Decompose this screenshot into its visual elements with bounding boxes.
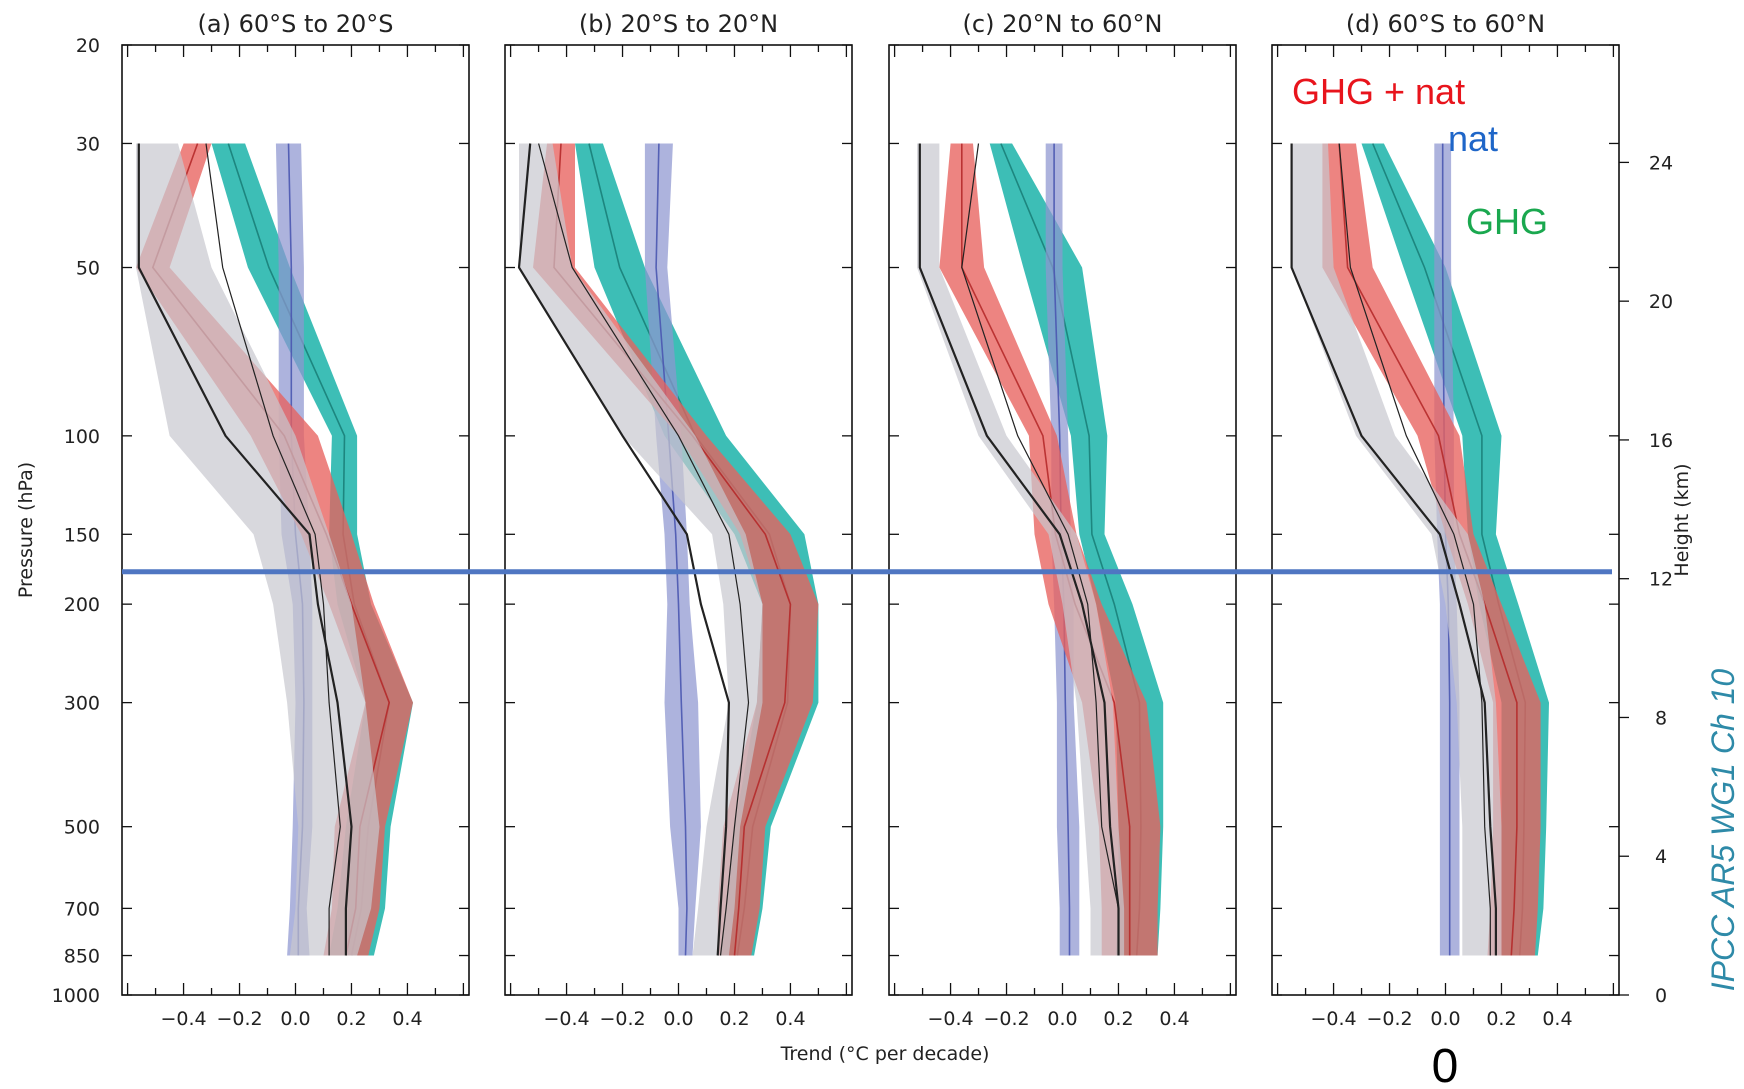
obs-line: [918, 143, 1120, 956]
x-tick-label: 0.0: [1430, 1008, 1460, 1030]
pressure-tick-label: 300: [64, 693, 100, 715]
x-tick-label: 0.0: [280, 1008, 310, 1030]
obs-line: [1338, 143, 1491, 956]
x-tick-label: −0.4: [1310, 1008, 1356, 1030]
height-tick-label: 4: [1655, 846, 1667, 868]
band-obs-range: [136, 143, 380, 956]
panels: (a) 60°S to 20°S −0.4 −0.2 0.0 0.2 0.4 20 30 50 1…: [52, 10, 1673, 1030]
pressure-tick-label: 20: [76, 35, 100, 57]
band-nat: [644, 143, 701, 956]
obs-line: [1290, 143, 1498, 956]
obs-line: [137, 143, 353, 956]
legend-ghg-nat: GHG + nat: [1292, 71, 1465, 112]
x-axis-label: Trend (°C per decade): [780, 1043, 990, 1065]
pressure-tick-label: 850: [64, 946, 100, 968]
pressure-tick-label: 150: [64, 524, 100, 546]
panel-title: (b) 20°S to 20°N: [579, 10, 778, 38]
pressure-tick-label: 50: [76, 258, 100, 280]
x-tick-label: 0.4: [775, 1008, 805, 1030]
panel-title: (c) 20°N to 60°N: [963, 10, 1163, 38]
band-obs-range: [917, 143, 1125, 956]
plot-area: [1290, 143, 1549, 956]
x-tick-label: 0.0: [1047, 1008, 1077, 1030]
x-tick-label: 0.4: [392, 1008, 422, 1030]
height-tick-label: 8: [1655, 707, 1667, 729]
height-tick-label: 12: [1649, 569, 1673, 591]
x-tick-label: 0.2: [1103, 1008, 1133, 1030]
pressure-tick-label: 100: [64, 426, 100, 448]
x-tick-label: 0.0: [663, 1008, 693, 1030]
x-tick-label: 0.2: [336, 1008, 366, 1030]
plot-area: [136, 143, 413, 956]
obs-line: [961, 143, 1120, 956]
x-tick-label: −0.4: [927, 1008, 973, 1030]
zero-marker: 0: [1432, 1040, 1459, 1089]
x-tick-label: −0.4: [160, 1008, 206, 1030]
credit-text: IPCC AR5 WG1 Ch 10: [1705, 669, 1741, 992]
plot-area: [917, 143, 1164, 956]
pressure-tick-label: 1000: [52, 985, 100, 1007]
mean-line-nat: [655, 143, 688, 956]
panel-title: (a) 60°S to 20°S: [198, 10, 394, 38]
obs-line: [538, 143, 750, 956]
panel-c: (c) 20°N to 60°N −0.4 −0.2 0.0 0.2 0.4: [888, 10, 1237, 1030]
height-tick-label: 20: [1649, 291, 1673, 313]
x-tick-label: −0.2: [983, 1008, 1029, 1030]
pressure-tick-label: 30: [76, 133, 100, 155]
pressure-tick-label: 700: [64, 898, 100, 920]
x-tick-label: 0.4: [1159, 1008, 1189, 1030]
band-obs-range: [1291, 143, 1502, 956]
y-axis-right-label: Height (km): [1671, 463, 1693, 576]
pressure-tick-label: 200: [64, 594, 100, 616]
legend-ghg: GHG: [1466, 201, 1548, 242]
x-tick-label: 0.2: [719, 1008, 749, 1030]
legend-nat: nat: [1448, 118, 1498, 159]
x-tick-label: −0.2: [216, 1008, 262, 1030]
height-tick-label: 24: [1649, 152, 1673, 174]
obs-line: [517, 143, 731, 956]
obs-line: [205, 143, 341, 956]
panel-d: (d) 60°S to 60°N −0.4 −0.2 0.0 0.2 0.4 24 20 16 1…: [1271, 10, 1673, 1030]
band-obs-range: [519, 143, 763, 956]
x-tick-label: −0.2: [599, 1008, 645, 1030]
x-tick-label: 0.2: [1486, 1008, 1516, 1030]
panel-title: (d) 60°S to 60°N: [1346, 10, 1545, 38]
x-tick-label: −0.4: [543, 1008, 589, 1030]
height-tick-label: 16: [1649, 430, 1673, 452]
panel-b: (b) 20°S to 20°N −0.4 −0.2 0.0 0.2 0.4: [504, 10, 853, 1030]
plot-area: [517, 143, 819, 956]
panel-a: (a) 60°S to 20°S −0.4 −0.2 0.0 0.2 0.4 20 30 50 1…: [52, 10, 470, 1030]
pressure-tick-label: 500: [64, 817, 100, 839]
x-tick-label: 0.4: [1542, 1008, 1572, 1030]
y-axis-left-label: Pressure (hPa): [15, 462, 37, 598]
height-tick-label: 0: [1655, 985, 1667, 1007]
x-tick-label: −0.2: [1366, 1008, 1412, 1030]
